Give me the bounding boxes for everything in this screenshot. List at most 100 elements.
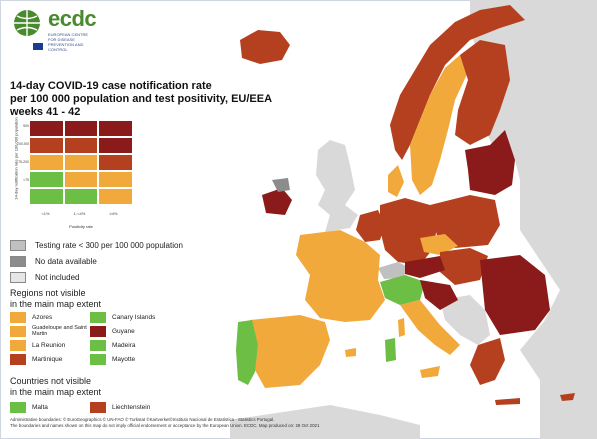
matrix-cell [29, 120, 64, 137]
matrix-cell [63, 120, 99, 137]
switzerland [378, 262, 410, 279]
region-swatch [10, 312, 26, 323]
slovakia-hungary [440, 248, 488, 285]
region-swatch [90, 312, 106, 323]
matrix-x-tick: 1-<4% [73, 211, 86, 216]
countries-heading: Countries not visible in the main map ex… [10, 376, 101, 398]
title-line: weeks 41 - 42 [10, 106, 81, 118]
globe-icon [14, 10, 40, 36]
legend-label: No data available [35, 257, 97, 266]
regions-heading-line: in the main map extent [10, 299, 102, 309]
matrix-y-axis: 14-day notification rate per 100 000 pop… [1, 117, 30, 205]
matrix-cell [63, 171, 99, 188]
region-label: Martinique [32, 356, 63, 363]
logo-wordmark: ecdc [48, 6, 97, 31]
country-label: Malta [32, 404, 48, 411]
country-label: Liechtenstein [112, 404, 151, 411]
matrix-x-tick: ≥4% [109, 211, 118, 216]
map-title: 14-day COVID-19 case notification rate p… [10, 80, 310, 119]
sicily [420, 366, 440, 378]
region-label: Guyane [112, 328, 135, 335]
northern-ireland [272, 178, 290, 192]
finland [455, 40, 510, 145]
spain [250, 315, 330, 388]
matrix-cell [63, 137, 99, 154]
matrix-cell [29, 154, 64, 171]
non-eu-land-east [470, 0, 597, 439]
france [296, 230, 385, 322]
legend-swatch [10, 272, 26, 283]
region-swatch [90, 326, 106, 337]
region-swatch [10, 354, 26, 365]
croatia [420, 280, 458, 310]
region-swatch [90, 340, 106, 351]
region-label: Madeira [112, 342, 136, 349]
sardinia [385, 338, 396, 362]
matrix-cell [29, 137, 64, 154]
crete [495, 398, 520, 405]
sweden [410, 55, 468, 195]
balkans-non-eu [440, 295, 490, 345]
country-swatch [90, 402, 106, 413]
legend-label: Testing rate < 300 per 100 000 populatio… [35, 241, 183, 250]
italy-south [400, 300, 460, 355]
romania-bulgaria [480, 255, 550, 335]
matrix-y-tick: 200-500 [17, 142, 30, 146]
countries-heading-line: Countries not visible [10, 376, 92, 386]
logo-subtitle: EUROPEAN CENTRE FOR DISEASE PREVENTION A… [48, 32, 89, 52]
benelux [356, 210, 385, 242]
matrix-cell [63, 188, 99, 205]
ecdc-logo: ecdc EUROPEAN CENTRE FOR DISEASE PREVENT… [12, 4, 97, 54]
legend-swatch [10, 240, 26, 251]
austria [405, 256, 445, 278]
map-footer: Administrative boundaries: © EuroGeograp… [10, 417, 590, 429]
matrix-x-tick: <1% [41, 211, 50, 216]
matrix-cell [98, 171, 133, 188]
region-swatch [10, 326, 26, 337]
countries-heading-line: in the main map extent [10, 387, 102, 397]
country-swatch [10, 402, 26, 413]
regions-heading-line: Regions not visible [10, 288, 86, 298]
north-africa [230, 405, 420, 439]
uk-land [316, 140, 358, 232]
norway [390, 5, 525, 160]
footer-line: The boundaries and names shown on this m… [10, 423, 320, 428]
baltics [465, 130, 515, 195]
regions-heading: Regions not visible in the main map exte… [10, 288, 101, 310]
matrix-y-tick: <75 [23, 178, 29, 182]
region-swatch [90, 354, 106, 365]
matrix-cell [29, 171, 64, 188]
title-line: per 100 000 population and test positivi… [10, 93, 273, 105]
region-label: Mayotte [112, 356, 136, 363]
eu-flag-icon [33, 43, 43, 50]
legend-swatch [10, 256, 26, 267]
corsica [398, 318, 405, 337]
cyprus [560, 393, 575, 401]
legend-label: Not included [35, 273, 80, 282]
title-line: 14-day COVID-19 case notification rate [10, 80, 212, 92]
region-label: Guadeloupe and Saint Martin [32, 325, 87, 337]
region-label: La Reunion [32, 342, 66, 349]
region-swatch [10, 340, 26, 351]
iceland [240, 30, 290, 64]
matrix-y-axis-title: 14-day notification rate per 100 000 pop… [13, 117, 19, 200]
matrix-cell [29, 188, 64, 205]
matrix-cell [98, 154, 133, 171]
italy-north [380, 275, 425, 305]
notification-matrix [29, 120, 133, 205]
portugal [236, 320, 258, 385]
matrix-x-axis-title: Positivity rate [69, 224, 93, 229]
matrix-cell [98, 188, 133, 205]
balearic [345, 348, 356, 357]
matrix-y-tick: 500 [23, 124, 29, 128]
germany [380, 198, 438, 265]
matrix-cell [98, 137, 133, 154]
greece [470, 338, 505, 385]
poland [430, 195, 500, 248]
matrix-y-tick: 75-200 [18, 160, 29, 164]
denmark [388, 165, 404, 197]
region-label: Azores [32, 314, 53, 321]
matrix-cell [63, 154, 99, 171]
region-label: Canary Islands [112, 314, 156, 321]
